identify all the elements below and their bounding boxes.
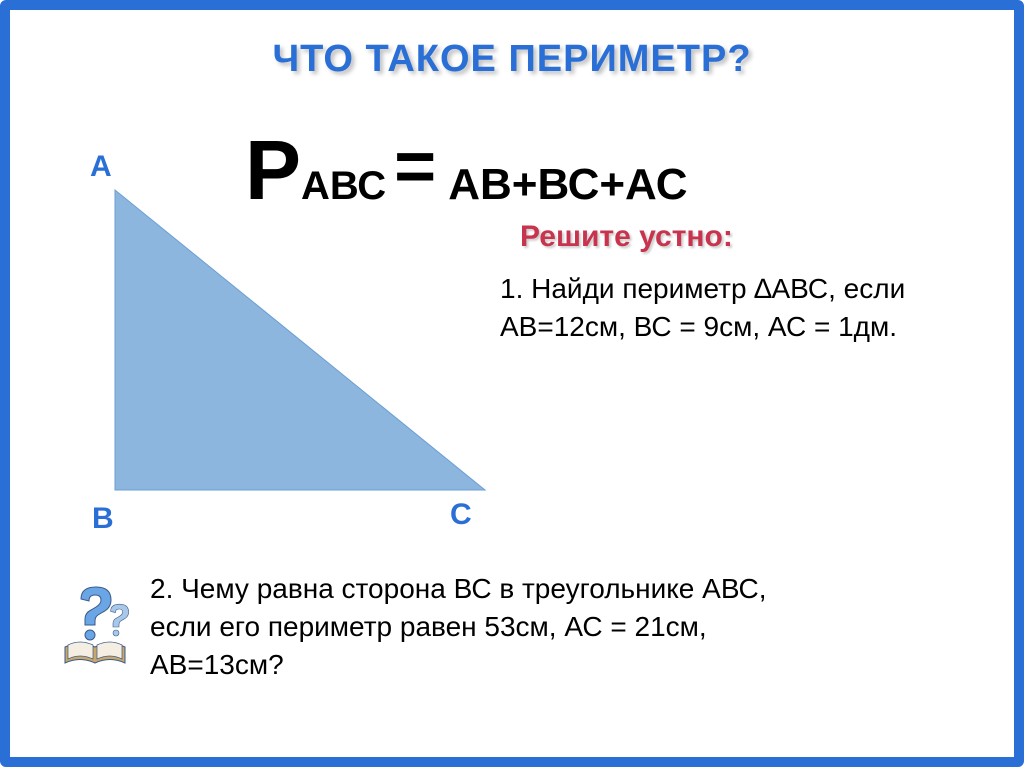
formula-rhs: АВ+ВС+АС (448, 160, 687, 210)
question-mark-large-icon (81, 587, 111, 640)
perimeter-formula: Р АВС = АВ+ВС+АС (245, 128, 688, 216)
formula-subscript: АВС (301, 164, 386, 209)
problem-2: 2. Чему равна сторона ВС в треугольнике … (150, 570, 790, 683)
question-book-icon (60, 585, 130, 670)
vertex-c: С (450, 498, 472, 532)
vertex-b: В (92, 502, 114, 536)
triangle-shape (115, 190, 485, 490)
triangle-diagram (100, 180, 500, 520)
question-mark-small-icon (111, 604, 129, 636)
formula-p-symbol: Р (245, 128, 301, 212)
slide-frame: ЧТО ТАКОЕ ПЕРИМЕТР? А В С Р АВС = АВ+ВС+… (0, 0, 1024, 767)
slide-title: ЧТО ТАКОЕ ПЕРИМЕТР? (10, 38, 1014, 81)
problem-1: 1. Найди периметр ∆АВС, если АВ=12см, ВС… (500, 270, 970, 346)
vertex-a: А (90, 150, 112, 184)
solve-orally-label: Решите устно: (520, 220, 733, 254)
book-icon (65, 642, 125, 663)
formula-equals: = (394, 126, 436, 208)
